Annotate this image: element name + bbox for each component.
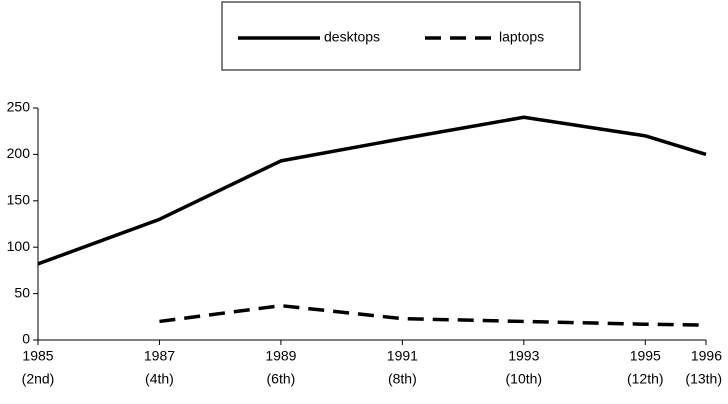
x-tick-label: 1993 <box>508 348 539 364</box>
x-tick-label: 1985 <box>22 348 53 364</box>
y-tick-label: 150 <box>7 192 31 208</box>
x-tick-sublabel: (12th) <box>627 371 664 387</box>
y-tick-label: 50 <box>14 284 30 300</box>
x-tick-label: 1996 <box>691 348 722 364</box>
x-tick-label: 1995 <box>630 348 661 364</box>
y-tick-label: 200 <box>7 145 31 161</box>
x-tick-label: 1991 <box>387 348 418 364</box>
x-tick-sublabel: (10th) <box>506 371 543 387</box>
y-tick-label: 0 <box>22 331 30 347</box>
x-tick-sublabel: (13th) <box>685 371 722 387</box>
x-tick-label: 1987 <box>144 348 175 364</box>
legend-label: laptops <box>499 29 544 45</box>
legend-box <box>221 1 581 71</box>
y-tick-label: 100 <box>7 238 31 254</box>
x-tick-sublabel: (2nd) <box>22 371 55 387</box>
x-tick-sublabel: (4th) <box>145 371 174 387</box>
series-line <box>37 115 707 266</box>
y-tick-label: 250 <box>7 99 31 115</box>
legend-label: desktops <box>324 29 380 45</box>
x-tick-label: 1989 <box>265 348 296 364</box>
x-tick-sublabel: (8th) <box>388 371 417 387</box>
series-line <box>159 303 707 327</box>
x-tick-sublabel: (6th) <box>267 371 296 387</box>
